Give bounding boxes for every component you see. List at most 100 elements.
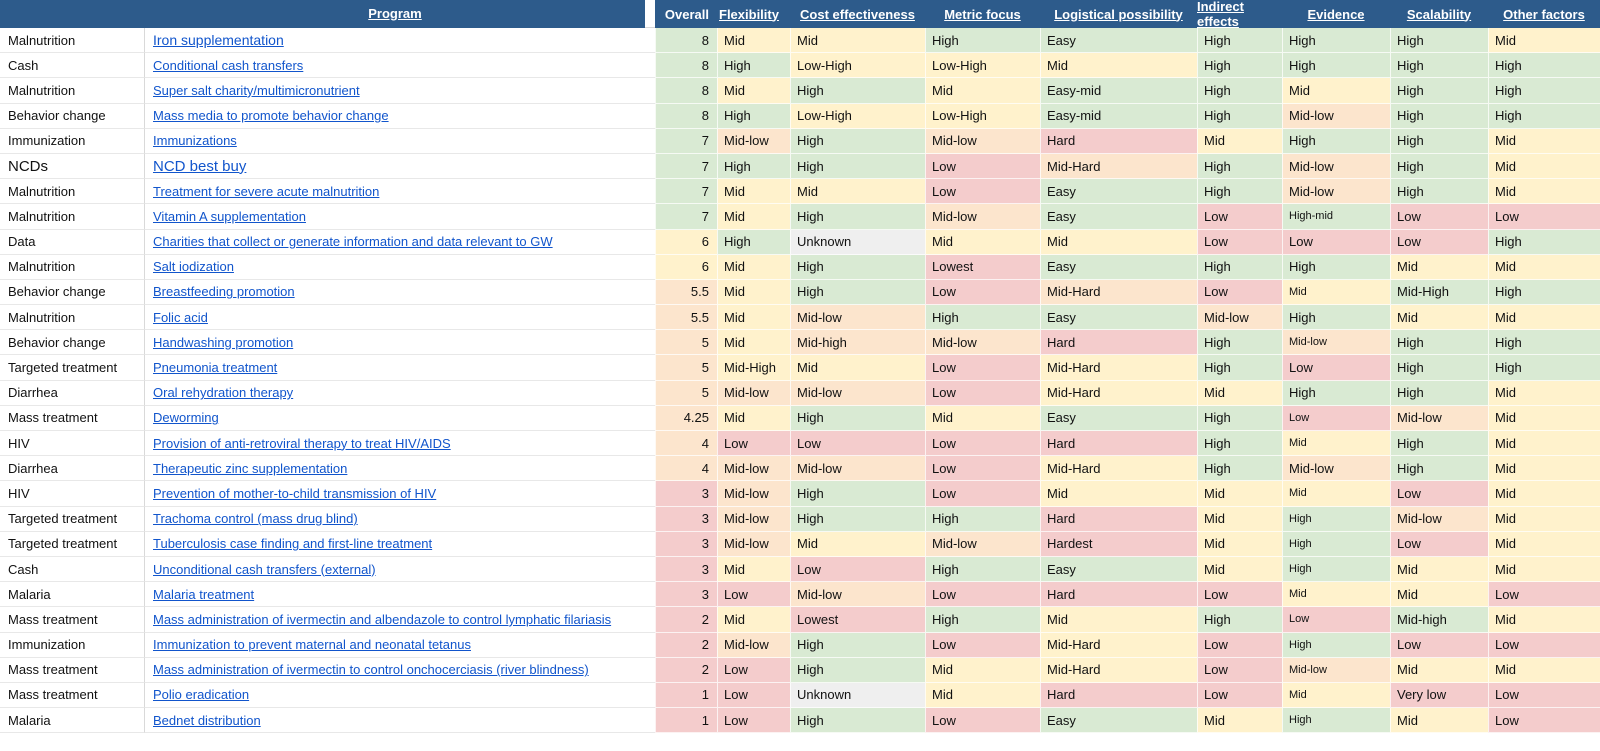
category-cell[interactable]: Mass treatment [0, 682, 145, 709]
cell-overall[interactable]: 8 [655, 78, 717, 104]
cell-other-factors[interactable]: Mid [1488, 405, 1600, 431]
cell-scalability[interactable]: High [1390, 355, 1488, 381]
cell-evidence[interactable]: Mid-low [1282, 456, 1390, 482]
cell-overall[interactable]: 3 [655, 531, 717, 557]
cell-evidence[interactable]: High [1282, 506, 1390, 532]
cell-other-factors[interactable]: Mid [1488, 431, 1600, 457]
column-header-cost-effectiveness[interactable]: Cost effectiveness [790, 0, 925, 28]
cell-flexibility[interactable]: Mid [717, 78, 790, 104]
cell-other-factors[interactable]: High [1488, 229, 1600, 255]
cell-indirect-effects[interactable]: Low [1197, 682, 1282, 709]
category-cell[interactable]: Data [0, 229, 145, 255]
cell-overall[interactable]: 1 [655, 708, 717, 734]
cell-scalability[interactable]: High [1390, 78, 1488, 104]
cell-indirect-effects[interactable]: High [1197, 153, 1282, 180]
cell-other-factors[interactable]: Mid [1488, 153, 1600, 180]
cell-evidence[interactable]: High [1282, 708, 1390, 734]
cell-flexibility[interactable]: Mid [717, 28, 790, 54]
cell-metric-focus[interactable]: Low-High [925, 53, 1040, 79]
cell-flexibility[interactable]: High [717, 103, 790, 129]
cell-evidence[interactable]: High [1282, 632, 1390, 658]
program-header-link[interactable]: Program [368, 6, 422, 21]
category-cell[interactable]: Malaria [0, 708, 145, 734]
cell-other-factors[interactable]: Mid [1488, 28, 1600, 54]
cell-metric-focus[interactable]: Mid [925, 682, 1040, 709]
category-cell[interactable]: Malaria [0, 582, 145, 608]
category-cell[interactable]: Targeted treatment [0, 355, 145, 381]
category-cell[interactable]: Targeted treatment [0, 531, 145, 557]
cell-logistical-possibility[interactable]: Easy [1040, 556, 1197, 583]
category-cell[interactable]: Malnutrition [0, 204, 145, 230]
cell-evidence[interactable]: Mid-low [1282, 330, 1390, 356]
cell-metric-focus[interactable]: Mid [925, 405, 1040, 431]
cell-flexibility[interactable]: Mid [717, 607, 790, 633]
cell-scalability[interactable]: Low [1390, 481, 1488, 507]
category-cell[interactable]: Behavior change [0, 330, 145, 356]
program-link[interactable]: Charities that collect or generate infor… [153, 234, 553, 250]
cell-other-factors[interactable]: Mid [1488, 305, 1600, 331]
cell-overall[interactable]: 5 [655, 355, 717, 381]
cell-scalability[interactable]: Mid [1390, 657, 1488, 683]
cell-cost-effectiveness[interactable]: Mid-low [790, 456, 925, 482]
cell-metric-focus[interactable]: Low [925, 632, 1040, 658]
cell-metric-focus[interactable]: Mid [925, 229, 1040, 255]
cell-logistical-possibility[interactable]: Hard [1040, 582, 1197, 608]
cell-logistical-possibility[interactable]: Mid-Hard [1040, 355, 1197, 381]
cell-flexibility[interactable]: Mid [717, 204, 790, 230]
cell-indirect-effects[interactable]: Mid-low [1197, 305, 1282, 331]
cell-cost-effectiveness[interactable]: Low [790, 431, 925, 457]
cell-overall[interactable]: 7 [655, 179, 717, 205]
cell-evidence[interactable]: Mid [1282, 78, 1390, 104]
cell-logistical-possibility[interactable]: Hard [1040, 506, 1197, 532]
cell-indirect-effects[interactable]: Mid [1197, 531, 1282, 557]
cell-logistical-possibility[interactable]: Easy-mid [1040, 103, 1197, 129]
cell-cost-effectiveness[interactable]: Mid-low [790, 305, 925, 331]
cell-scalability[interactable]: Mid [1390, 556, 1488, 583]
cell-scalability[interactable]: Mid-High [1390, 279, 1488, 306]
category-cell[interactable]: NCDs [0, 153, 145, 180]
cell-overall[interactable]: 1 [655, 682, 717, 709]
program-link[interactable]: Mass administration of ivermectin and al… [153, 611, 612, 627]
cell-overall[interactable]: 4.25 [655, 405, 717, 431]
cell-other-factors[interactable]: Mid [1488, 607, 1600, 633]
cell-flexibility[interactable]: Mid-low [717, 481, 790, 507]
cell-indirect-effects[interactable]: High [1197, 456, 1282, 482]
column-header-flexibility[interactable]: Flexibility [717, 0, 790, 28]
program-link[interactable]: Malaria treatment [153, 586, 255, 602]
cell-cost-effectiveness[interactable]: Lowest [790, 607, 925, 633]
program-link[interactable]: Mass media to promote behavior change [153, 108, 389, 124]
cell-flexibility[interactable]: Mid-High [717, 355, 790, 381]
cell-metric-focus[interactable]: Low [925, 153, 1040, 180]
program-link[interactable]: Deworming [153, 410, 219, 426]
program-link[interactable]: Provision of anti-retroviral therapy to … [153, 435, 451, 451]
cell-cost-effectiveness[interactable]: High [790, 279, 925, 306]
cell-flexibility[interactable]: High [717, 229, 790, 255]
cell-flexibility[interactable]: Low [717, 682, 790, 709]
cell-cost-effectiveness[interactable]: High [790, 78, 925, 104]
cell-indirect-effects[interactable]: Low [1197, 657, 1282, 683]
cell-cost-effectiveness[interactable]: High [790, 254, 925, 280]
category-cell[interactable]: Behavior change [0, 103, 145, 129]
cell-flexibility[interactable]: Mid [717, 330, 790, 356]
cell-indirect-effects[interactable]: High [1197, 179, 1282, 205]
column-header-other-factors[interactable]: Other factors [1488, 0, 1600, 28]
cell-indirect-effects[interactable]: High [1197, 607, 1282, 633]
cell-metric-focus[interactable]: High [925, 607, 1040, 633]
cell-flexibility[interactable]: Mid [717, 556, 790, 583]
cell-cost-effectiveness[interactable]: High [790, 708, 925, 734]
column-header-metric-focus[interactable]: Metric focus [925, 0, 1040, 28]
cell-flexibility[interactable]: Low [717, 657, 790, 683]
cell-scalability[interactable]: Low [1390, 204, 1488, 230]
cell-metric-focus[interactable]: Low-High [925, 103, 1040, 129]
program-link[interactable]: Immunization to prevent maternal and neo… [153, 637, 471, 653]
cell-metric-focus[interactable]: High [925, 28, 1040, 54]
cell-other-factors[interactable]: Low [1488, 582, 1600, 608]
cell-indirect-effects[interactable]: High [1197, 254, 1282, 280]
cell-evidence[interactable]: Mid [1282, 431, 1390, 457]
cell-evidence[interactable]: High [1282, 556, 1390, 583]
cell-overall[interactable]: 3 [655, 582, 717, 608]
cell-logistical-possibility[interactable]: Easy [1040, 405, 1197, 431]
cell-logistical-possibility[interactable]: Easy [1040, 254, 1197, 280]
cell-cost-effectiveness[interactable]: High [790, 632, 925, 658]
cell-metric-focus[interactable]: Low [925, 456, 1040, 482]
